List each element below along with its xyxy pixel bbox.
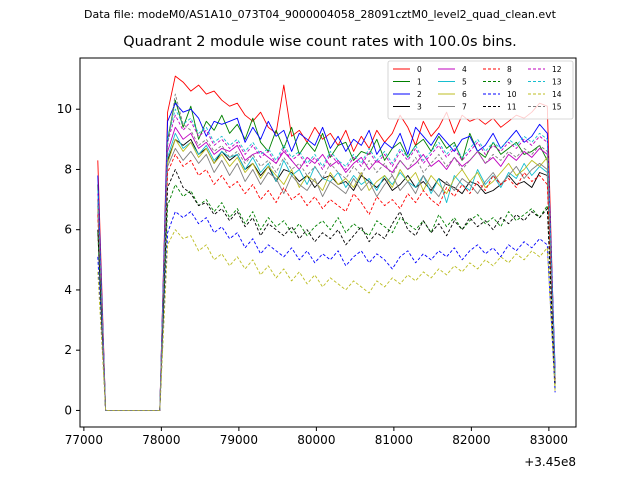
legend-label-2: 2 <box>417 90 422 99</box>
y-tick-label: 6 <box>64 223 72 237</box>
series-line-12 <box>97 114 556 411</box>
legend-label-6: 6 <box>462 90 467 99</box>
series-line-9 <box>97 184 556 411</box>
x-tick-label: 77000 <box>65 433 103 447</box>
series-line-14 <box>97 229 556 411</box>
x-tick-label: 81000 <box>375 433 413 447</box>
legend-label-12: 12 <box>552 65 562 74</box>
series-layer <box>97 75 556 411</box>
x-tick-label: 83000 <box>530 433 568 447</box>
legend-label-15: 15 <box>552 102 562 111</box>
chart-title: Quadrant 2 module wise count rates with … <box>123 34 517 50</box>
x-axis: 77000 78000 79000 80000 81000 82000 83000 <box>65 427 568 447</box>
legend-label-4: 4 <box>462 65 467 74</box>
x-tick-label: 79000 <box>220 433 258 447</box>
legend-frame <box>387 60 574 120</box>
series-line-4 <box>97 126 556 411</box>
series-line-6 <box>97 138 556 411</box>
series-line-13 <box>97 108 556 411</box>
y-tick-label: 4 <box>64 283 72 297</box>
y-axis: 0 2 4 6 8 10 <box>57 102 80 417</box>
y-tick-label: 2 <box>64 343 72 357</box>
x-tick-label: 82000 <box>452 433 490 447</box>
series-line-2 <box>97 102 556 411</box>
legend-label-9: 9 <box>507 77 512 86</box>
x-tick-label: 80000 <box>297 433 335 447</box>
x-axis-offset-label: +3.45e8 <box>524 455 576 469</box>
y-tick-label: 8 <box>64 162 72 176</box>
legend-label-11: 11 <box>507 102 517 111</box>
y-tick-label: 10 <box>57 102 72 116</box>
series-line-5 <box>97 132 556 411</box>
legend-label-1: 1 <box>417 77 422 86</box>
legend-label-13: 13 <box>552 77 562 86</box>
x-tick-label: 78000 <box>142 433 180 447</box>
legend-label-14: 14 <box>552 90 562 99</box>
plot-frame <box>79 57 577 428</box>
legend-label-3: 3 <box>417 102 422 111</box>
y-tick-label: 0 <box>64 403 72 417</box>
legend-label-0: 0 <box>417 65 422 74</box>
series-line-7 <box>97 147 556 411</box>
series-line-11 <box>97 169 556 411</box>
series-line-0 <box>97 75 556 411</box>
legend-label-8: 8 <box>507 65 512 74</box>
series-line-8 <box>97 153 556 411</box>
figure-title: Data file: modeM0/AS1A10_073T04_90000040… <box>84 8 556 21</box>
legend-label-10: 10 <box>507 90 517 99</box>
legend-label-7: 7 <box>462 102 467 111</box>
legend-label-5: 5 <box>462 77 467 86</box>
